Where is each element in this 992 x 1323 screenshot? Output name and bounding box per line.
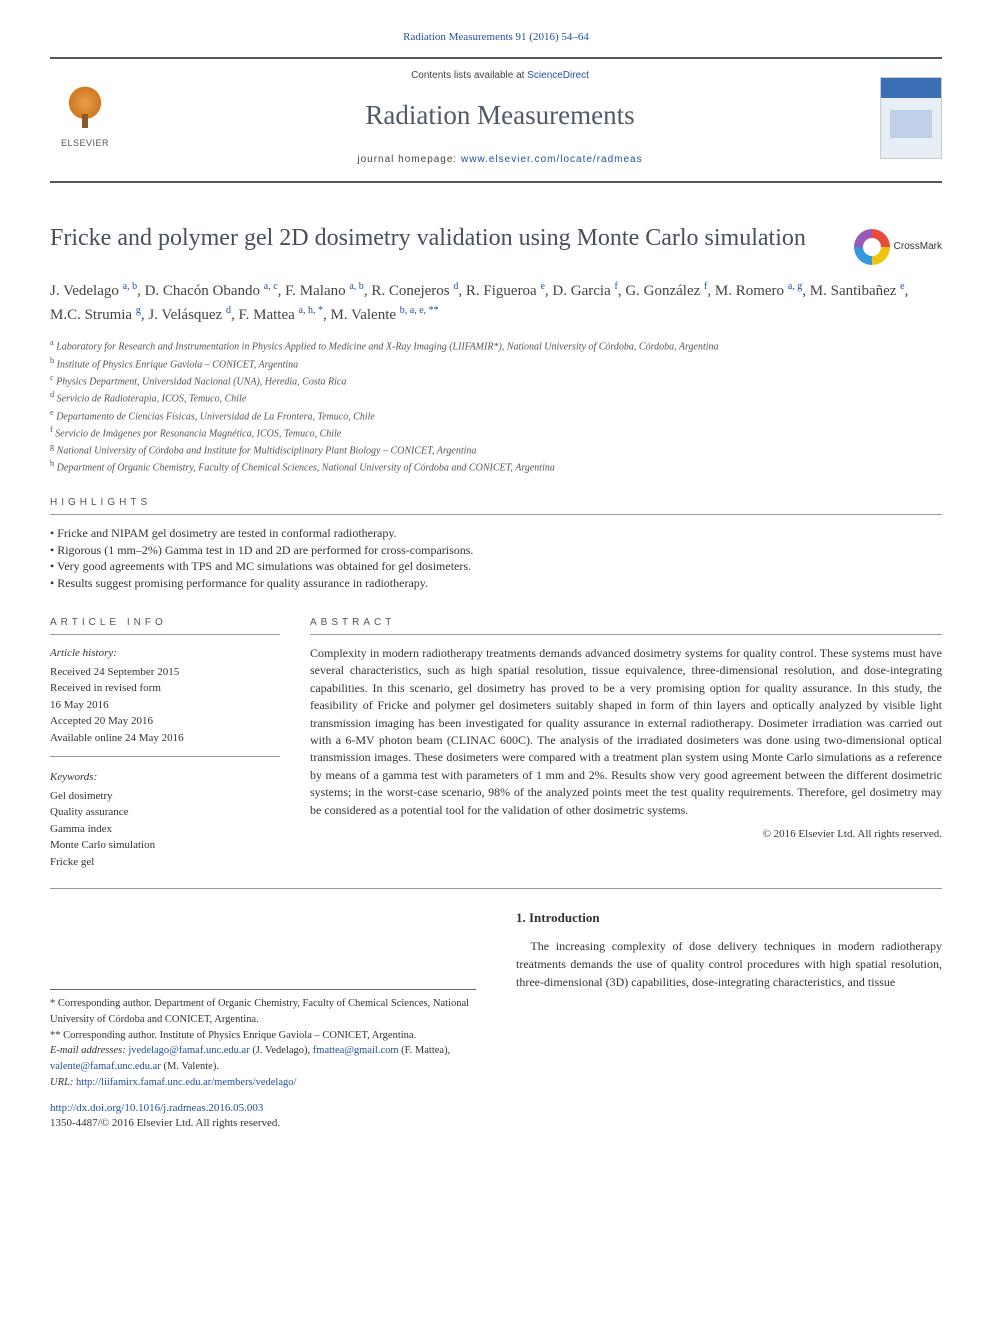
issn-copyright: 1350-4487/© 2016 Elsevier Ltd. All right… [50, 1117, 280, 1129]
elsevier-tree-icon [61, 86, 109, 134]
crossmark-label: CrossMark [894, 240, 942, 254]
affiliation-item: h Department of Organic Chemistry, Facul… [50, 458, 942, 475]
history-line: Received in revised form [50, 680, 280, 697]
contents-prefix: Contents lists available at [411, 70, 527, 81]
history-label: Article history: [50, 645, 280, 662]
corr-author-1: * Corresponding author. Department of Or… [50, 996, 476, 1028]
introduction-heading: 1. Introduction [516, 909, 942, 927]
highlight-item: Very good agreements with TPS and MC sim… [50, 558, 942, 575]
affiliation-item: e Departamento de Ciencias Físicas, Univ… [50, 407, 942, 424]
url-label: URL: [50, 1077, 76, 1088]
elsevier-logo[interactable]: ELSEVIER [50, 86, 120, 150]
corr-author-2: ** Corresponding author. Institute of Ph… [50, 1028, 476, 1044]
keyword-item: Fricke gel [50, 854, 280, 871]
homepage-prefix: journal homepage: [357, 154, 461, 165]
section-divider [50, 888, 942, 889]
journal-title: Radiation Measurements [120, 97, 880, 135]
history-line: Accepted 20 May 2016 [50, 713, 280, 730]
abstract-copyright: © 2016 Elsevier Ltd. All rights reserved… [310, 827, 942, 842]
keywords-block: Keywords: Gel dosimetryQuality assurance… [50, 769, 280, 870]
email-addresses: E-mail addresses: jvedelago@famaf.unc.ed… [50, 1043, 476, 1075]
history-line: Available online 24 May 2016 [50, 730, 280, 747]
crossmark-widget[interactable]: CrossMark [854, 229, 942, 265]
journal-cover-thumbnail[interactable] [880, 77, 942, 159]
affiliation-item: b Institute of Physics Enrique Gaviola –… [50, 355, 942, 372]
keywords-label: Keywords: [50, 769, 280, 786]
abstract-heading: abstract [310, 616, 942, 635]
history-line: Received 24 September 2015 [50, 664, 280, 681]
affiliation-item: c Physics Department, Universidad Nacion… [50, 372, 942, 389]
elsevier-label: ELSEVIER [61, 137, 109, 150]
keyword-item: Gamma index [50, 821, 280, 838]
sciencedirect-link[interactable]: ScienceDirect [527, 70, 589, 81]
contents-list-line: Contents lists available at ScienceDirec… [120, 69, 880, 83]
introduction-text: The increasing complexity of dose delive… [516, 937, 942, 991]
affiliation-item: g National University of Córdoba and Ins… [50, 441, 942, 458]
corresponding-footnotes: * Corresponding author. Department of Or… [50, 989, 476, 1091]
affiliation-list: a Laboratory for Research and Instrument… [50, 337, 942, 476]
affiliation-item: f Servicio de Imágenes por Resonancia Ma… [50, 424, 942, 441]
email-label: E-mail addresses: [50, 1045, 128, 1056]
homepage-link[interactable]: www.elsevier.com/locate/radmeas [461, 154, 643, 165]
affiliation-item: a Laboratory for Research and Instrument… [50, 337, 942, 354]
abstract-text: Complexity in modern radiotherapy treatm… [310, 645, 942, 819]
highlight-item: Fricke and NIPAM gel dosimetry are teste… [50, 525, 942, 542]
highlights-section: highlights Fricke and NIPAM gel dosimetr… [50, 496, 942, 592]
keyword-item: Gel dosimetry [50, 788, 280, 805]
doi-link[interactable]: http://dx.doi.org/10.1016/j.radmeas.2016… [50, 1102, 263, 1114]
author-url: URL: http://liifamirx.famaf.unc.edu.ar/m… [50, 1075, 476, 1091]
article-info-heading: article info [50, 616, 280, 635]
affiliation-item: d Servicio de Radioterapia, ICOS, Temuco… [50, 389, 942, 406]
crossmark-icon [854, 229, 890, 265]
history-line: 16 May 2016 [50, 697, 280, 714]
author-url-link[interactable]: http://liifamirx.famaf.unc.edu.ar/member… [76, 1077, 296, 1088]
journal-header-box: ELSEVIER Contents lists available at Sci… [50, 57, 942, 183]
highlight-item: Results suggest promising performance fo… [50, 575, 942, 592]
highlights-heading: highlights [50, 496, 942, 515]
keyword-item: Quality assurance [50, 804, 280, 821]
author-list: J. Vedelago a, b, D. Chacón Obando a, c,… [50, 279, 942, 327]
article-history: Article history: Received 24 September 2… [50, 645, 280, 757]
keyword-item: Monte Carlo simulation [50, 837, 280, 854]
homepage-line: journal homepage: www.elsevier.com/locat… [120, 153, 880, 167]
citation-header: Radiation Measurements 91 (2016) 54–64 [50, 30, 942, 45]
highlight-item: Rigorous (1 mm–2%) Gamma test in 1D and … [50, 542, 942, 559]
article-title: Fricke and polymer gel 2D dosimetry vali… [50, 223, 838, 253]
doi-block: http://dx.doi.org/10.1016/j.radmeas.2016… [50, 1101, 476, 1132]
